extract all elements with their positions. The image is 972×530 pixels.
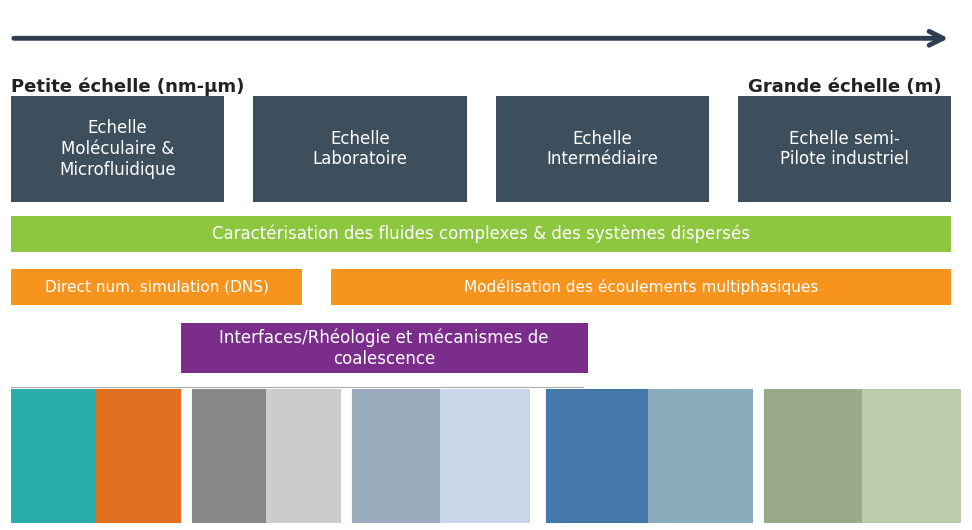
FancyBboxPatch shape	[544, 389, 648, 523]
FancyBboxPatch shape	[11, 389, 96, 523]
Text: Petite échelle (nm-μm): Petite échelle (nm-μm)	[11, 78, 244, 96]
FancyBboxPatch shape	[11, 216, 952, 252]
FancyBboxPatch shape	[96, 389, 181, 523]
Text: Modélisation des écoulements multiphasiques: Modélisation des écoulements multiphasiq…	[464, 279, 818, 295]
FancyBboxPatch shape	[254, 96, 467, 202]
FancyBboxPatch shape	[350, 389, 440, 523]
FancyBboxPatch shape	[762, 389, 861, 523]
FancyBboxPatch shape	[648, 389, 752, 523]
FancyBboxPatch shape	[330, 269, 952, 305]
Text: Caractérisation des fluides complexes & des systèmes dispersés: Caractérisation des fluides complexes & …	[212, 225, 750, 243]
Text: Echelle
Moléculaire &
Microfluidique: Echelle Moléculaire & Microfluidique	[59, 119, 176, 179]
FancyBboxPatch shape	[191, 389, 265, 523]
Text: Echelle
Intermédiaire: Echelle Intermédiaire	[546, 130, 658, 169]
Text: Interfaces/Rhéologie et mécanismes de
coalescence: Interfaces/Rhéologie et mécanismes de co…	[220, 329, 549, 368]
FancyBboxPatch shape	[181, 323, 588, 373]
Text: Echelle semi-
Pilote industriel: Echelle semi- Pilote industriel	[781, 130, 909, 169]
FancyBboxPatch shape	[861, 389, 961, 523]
Text: Echelle
Laboratoire: Echelle Laboratoire	[313, 130, 407, 169]
FancyBboxPatch shape	[11, 269, 302, 305]
Text: Grande échelle (m): Grande échelle (m)	[747, 78, 942, 96]
FancyBboxPatch shape	[265, 389, 340, 523]
FancyBboxPatch shape	[440, 389, 530, 523]
Text: Direct num. simulation (DNS): Direct num. simulation (DNS)	[45, 279, 268, 294]
FancyBboxPatch shape	[11, 96, 225, 202]
FancyBboxPatch shape	[738, 96, 952, 202]
FancyBboxPatch shape	[496, 96, 709, 202]
